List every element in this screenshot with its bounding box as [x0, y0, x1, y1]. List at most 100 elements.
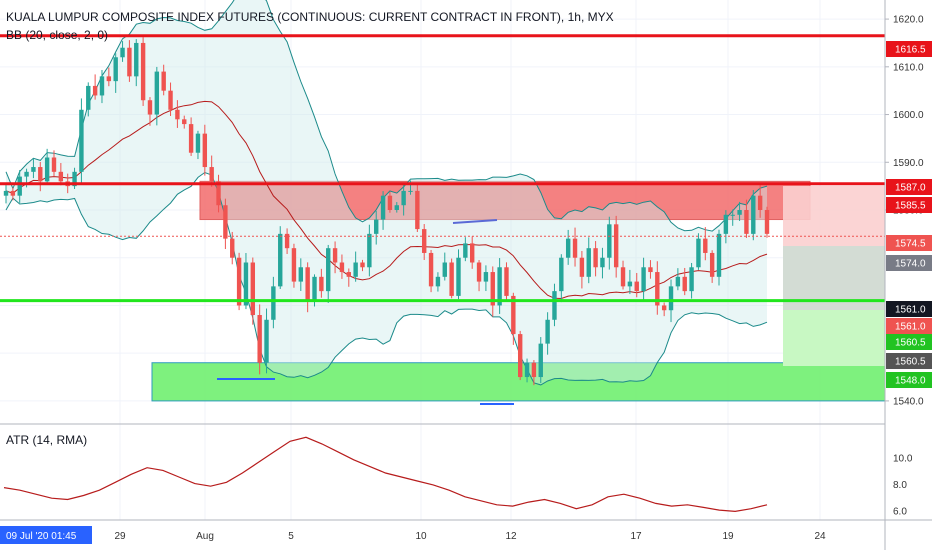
- time-tick-label: 12: [505, 531, 517, 542]
- candle-body: [202, 133, 208, 168]
- candle-body: [415, 190, 420, 230]
- price-tick-label: 1620.0: [893, 15, 924, 26]
- candle-body: [264, 319, 269, 363]
- price-tag: [886, 235, 932, 251]
- candle-body: [346, 272, 351, 277]
- price-tag: [886, 353, 932, 369]
- candle-body: [764, 210, 770, 234]
- time-tick-label: 19: [722, 531, 734, 542]
- candle-body: [538, 343, 543, 378]
- price-tick-label: 1540.0: [893, 396, 924, 407]
- candle-body: [58, 171, 64, 182]
- candle-body: [572, 238, 578, 258]
- candle-body: [483, 272, 489, 282]
- bb-basis: [5, 100, 768, 300]
- candle-body: [380, 195, 386, 220]
- candle-body: [559, 257, 564, 292]
- candle-body: [456, 257, 461, 296]
- bb-fill: [6, 0, 767, 385]
- price-tag-label: 1560.5: [895, 338, 926, 349]
- candle-body: [387, 195, 393, 210]
- candle-body: [723, 214, 729, 234]
- cursor-time-tag: [0, 526, 92, 544]
- price-tag-label: 1574.5: [895, 239, 926, 250]
- candle-body: [531, 362, 537, 378]
- candle-body: [730, 214, 735, 216]
- candle-body: [600, 257, 605, 268]
- candle-body: [216, 181, 221, 206]
- candle-body: [552, 291, 557, 320]
- candle-body: [682, 276, 687, 292]
- candle-body: [161, 71, 166, 91]
- candle-body: [353, 262, 358, 277]
- candle-body: [182, 119, 187, 125]
- candle-body: [72, 171, 77, 187]
- bb-lower: [5, 171, 768, 386]
- candle-body: [401, 190, 406, 206]
- atr-panel: [0, 423, 885, 513]
- candle-body: [44, 157, 50, 182]
- candle-body: [428, 252, 434, 287]
- candle-body: [641, 267, 646, 292]
- candle-body: [689, 267, 694, 292]
- candle-body: [236, 257, 242, 306]
- candle-body: [648, 267, 653, 273]
- candle-body: [230, 238, 235, 258]
- time-tick-label: 24: [814, 531, 826, 542]
- candle-body: [655, 272, 660, 306]
- price-tag: [886, 301, 932, 317]
- candle-body: [490, 272, 495, 306]
- candle-body: [751, 195, 756, 234]
- candle-body: [737, 210, 742, 215]
- candle-body: [51, 157, 57, 172]
- atr-tick-label: 6.0: [893, 506, 907, 517]
- candle-body: [360, 262, 365, 268]
- price-tag: [886, 197, 932, 213]
- atr-line: [3, 436, 768, 513]
- candle-body: [545, 319, 550, 344]
- candle-body: [613, 224, 619, 268]
- candle-body: [24, 171, 29, 177]
- candle-body: [291, 248, 297, 282]
- candle-body: [113, 57, 118, 82]
- candle-body: [120, 47, 125, 58]
- candle-body: [709, 252, 715, 277]
- candle-body: [154, 71, 160, 115]
- price-tag-label: 1548.0: [895, 376, 926, 387]
- atr-tick-label: 8.0: [893, 480, 907, 491]
- bb-upper: [5, 0, 768, 232]
- indicator-label: BB (20, close, 2, 0): [6, 28, 109, 42]
- candle-body: [168, 90, 173, 110]
- candle-body: [442, 262, 447, 277]
- candle-body: [17, 176, 22, 196]
- candle-body: [326, 248, 331, 292]
- candle-body: [634, 281, 639, 292]
- candle-body: [504, 267, 509, 296]
- candle-body: [92, 85, 98, 96]
- candle-body: [511, 295, 516, 335]
- price-tag-label: 1587.0: [895, 183, 926, 194]
- candle-body: [31, 167, 36, 172]
- price-tag-label: 1574.0: [895, 259, 926, 270]
- candle-body: [223, 205, 228, 239]
- price-tag: [886, 41, 932, 57]
- bollinger-bands: [5, 0, 768, 386]
- time-tick-label: 10: [415, 531, 427, 542]
- price-tag: [886, 179, 932, 195]
- candle-body: [339, 262, 345, 273]
- candle-body: [463, 243, 468, 258]
- price-tick-label: 1610.0: [893, 62, 924, 73]
- candle-body: [3, 190, 9, 196]
- cursor-time-label: 09 Jul '20 01:45: [6, 531, 77, 542]
- candle-body: [408, 190, 413, 192]
- candle-body: [394, 205, 399, 210]
- time-tick-label: 17: [630, 531, 642, 542]
- price-tag: [886, 372, 932, 388]
- candle-body: [209, 167, 214, 182]
- candle-body: [271, 286, 276, 320]
- candle-body: [620, 267, 626, 287]
- candle-body: [374, 219, 379, 234]
- candle-body: [79, 109, 84, 172]
